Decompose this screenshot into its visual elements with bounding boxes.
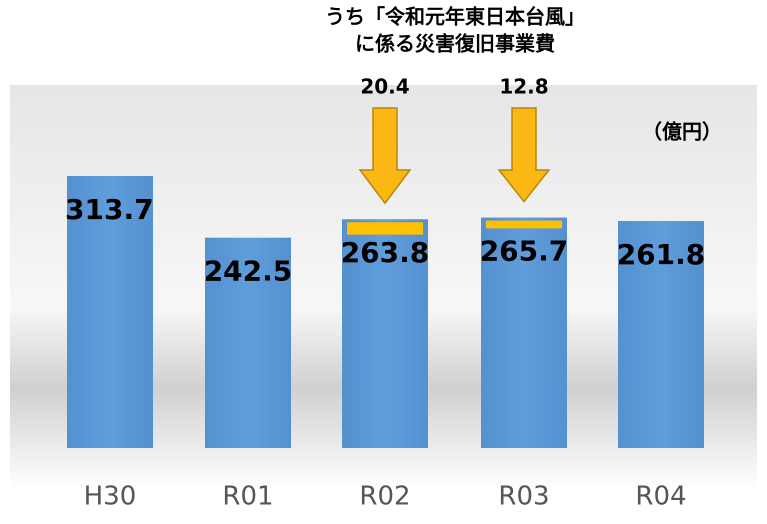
value-label: 242.5 — [204, 255, 293, 288]
bar — [618, 220, 704, 448]
annotation: に係る災害復旧事業費 — [355, 32, 555, 56]
x-tick-label: R03 — [498, 482, 549, 512]
bar — [481, 217, 567, 448]
x-tick-label: H30 — [84, 482, 137, 512]
arrow — [497, 107, 551, 203]
value-label: 261.8 — [617, 238, 706, 271]
disaster-segment — [347, 222, 423, 235]
bar — [205, 237, 291, 448]
x-tick-label: R04 — [635, 482, 686, 512]
value-label: 313.7 — [65, 193, 154, 226]
value-label: 265.7 — [480, 235, 569, 268]
overlay-label: 12.8 — [499, 75, 548, 99]
x-tick-label: R01 — [222, 482, 273, 512]
overlay-label: 20.4 — [360, 75, 409, 99]
annotation: うち「令和元年東日本台風」 — [325, 5, 585, 29]
bar — [67, 175, 153, 448]
x-tick-label: R02 — [359, 482, 410, 512]
value-label: 263.8 — [341, 236, 430, 269]
bar — [342, 219, 428, 448]
disaster-segment — [486, 220, 562, 229]
arrow — [358, 107, 412, 205]
unit-label: （億円） — [642, 120, 722, 144]
